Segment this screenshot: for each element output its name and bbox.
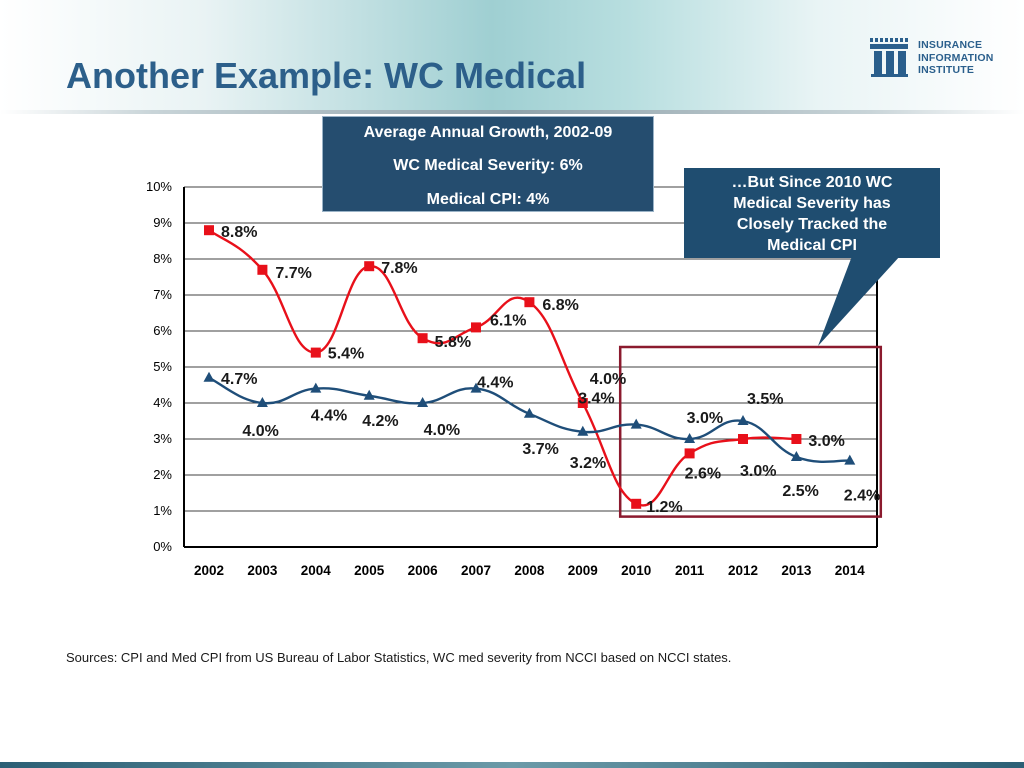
severity-data-label: 2.6% <box>685 465 721 482</box>
cpi-marker <box>523 407 535 418</box>
cpi-data-label: 4.2% <box>362 413 398 430</box>
callout-line-4: Medical CPI <box>767 237 857 254</box>
x-tick-label: 2008 <box>514 563 545 578</box>
cpi-data-label: 3.5% <box>747 391 783 408</box>
logo-line-1: INSURANCE <box>918 39 983 51</box>
severity-data-label: 5.4% <box>328 346 364 363</box>
cpi-marker <box>417 397 429 407</box>
cpi-data-label: 4.0% <box>242 423 278 440</box>
x-tick-label: 2003 <box>247 563 278 578</box>
severity-marker <box>310 347 321 358</box>
average-growth-box: Average Annual Growth, 2002-09 WC Medica… <box>322 116 654 212</box>
y-tick-label: 1% <box>153 503 172 518</box>
cpi-marker <box>684 433 696 443</box>
growth-box-severity: WC Medical Severity: 6% <box>393 157 583 174</box>
cpi-marker <box>790 451 802 461</box>
header-band <box>0 0 1024 112</box>
y-tick-label: 3% <box>153 431 172 446</box>
x-tick-label: 2009 <box>568 563 598 578</box>
severity-data-label: 5.8% <box>435 334 471 351</box>
cpi-marker <box>256 397 268 407</box>
severity-marker <box>684 448 695 459</box>
cpi-data-label: 3.0% <box>687 410 723 427</box>
logo-line-2: INFORMATION <box>918 51 994 64</box>
cpi-marker <box>203 371 215 382</box>
severity-data-label: 3.0% <box>740 463 776 480</box>
callout-line-3: Closely Tracked the <box>736 216 888 233</box>
cpi-data-label: 2.4% <box>844 488 880 505</box>
cpi-data-label: 4.4% <box>311 408 347 425</box>
growth-box-heading: Average Annual Growth, 2002-09 <box>363 124 613 141</box>
severity-data-label: 4.0% <box>590 371 626 388</box>
cpi-marker <box>470 382 482 393</box>
severity-data-label: 7.8% <box>381 260 417 277</box>
x-tick-label: 2014 <box>835 563 866 578</box>
y-tick-label: 4% <box>153 395 172 410</box>
severity-data-label: 1.2% <box>646 499 682 516</box>
severity-data-label: 3.0% <box>808 433 844 450</box>
cpi-marker <box>363 389 375 400</box>
x-tick-label: 2004 <box>301 563 332 578</box>
severity-data-label: 6.1% <box>490 312 526 329</box>
footer-bar <box>0 762 1024 768</box>
growth-box-cpi: Medical CPI: 4% <box>426 191 550 208</box>
x-tick-label: 2012 <box>728 563 758 578</box>
y-tick-label: 7% <box>153 287 172 302</box>
severity-marker <box>577 398 588 408</box>
severity-marker <box>417 333 428 344</box>
cpi-data-label: 3.4% <box>578 391 614 408</box>
cpi-marker <box>630 418 642 429</box>
y-tick-label: 6% <box>153 323 172 338</box>
x-tick-label: 2013 <box>781 563 812 578</box>
cpi-data-label: 3.2% <box>570 455 606 472</box>
severity-marker <box>471 322 481 333</box>
cpi-marker <box>577 425 589 436</box>
severity-marker <box>204 225 214 236</box>
y-tick-label: 10% <box>146 179 172 194</box>
cpi-data-label: 4.0% <box>424 422 460 439</box>
severity-data-label: 7.7% <box>275 265 311 282</box>
callout-line-1: …But Since 2010 WC <box>731 174 893 191</box>
iii-logo-text: INSURANCE INFORMATION INSTITUTE <box>918 39 994 77</box>
y-tick-label: 0% <box>153 539 172 554</box>
cpi-marker <box>737 415 749 425</box>
iii-logo: INSURANCE INFORMATION INSTITUTE <box>868 38 1018 80</box>
callout-box: …But Since 2010 WC Medical Severity has … <box>684 168 940 258</box>
x-tick-label: 2007 <box>461 563 491 578</box>
cpi-marker <box>844 454 856 465</box>
callout-line-2: Medical Severity has <box>733 195 891 212</box>
iii-logo-mark-icon <box>870 38 908 77</box>
severity-marker <box>257 264 268 275</box>
y-tick-label: 9% <box>153 215 172 230</box>
cpi-data-label: 2.5% <box>782 483 818 500</box>
x-tick-label: 2006 <box>408 563 439 578</box>
x-tick-label: 2010 <box>621 563 651 578</box>
severity-marker <box>791 434 802 444</box>
cpi-marker <box>310 382 322 393</box>
header-rule <box>0 110 1024 114</box>
severity-marker <box>631 498 642 509</box>
severity-data-label: 8.8% <box>221 224 257 241</box>
cpi-data-label: 4.4% <box>477 375 513 392</box>
y-tick-label: 5% <box>153 359 172 374</box>
cpi-data-label: 3.7% <box>522 441 558 458</box>
y-tick-label: 8% <box>153 251 172 266</box>
x-tick-label: 2011 <box>675 563 705 578</box>
sources-note: Sources: CPI and Med CPI from US Bureau … <box>66 650 732 665</box>
severity-data-label: 6.8% <box>542 297 578 314</box>
x-tick-label: 2005 <box>354 563 385 578</box>
slide-title: Another Example: WC Medical <box>66 55 587 96</box>
y-tick-label: 2% <box>153 467 172 482</box>
logo-line-3: INSTITUTE <box>918 64 975 76</box>
cpi-data-label: 4.7% <box>221 371 257 388</box>
severity-marker <box>738 434 748 444</box>
severity-marker <box>524 297 535 308</box>
x-tick-label: 2002 <box>194 563 224 578</box>
highlight-box <box>618 345 883 518</box>
severity-marker <box>364 261 375 272</box>
